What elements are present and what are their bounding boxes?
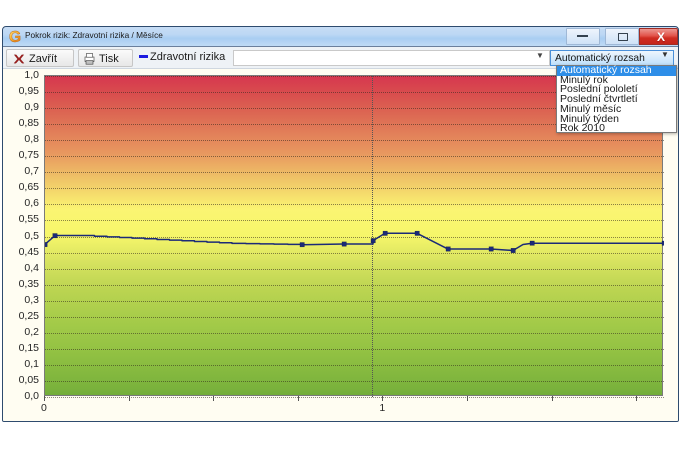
svg-text:G: G [9, 29, 21, 45]
